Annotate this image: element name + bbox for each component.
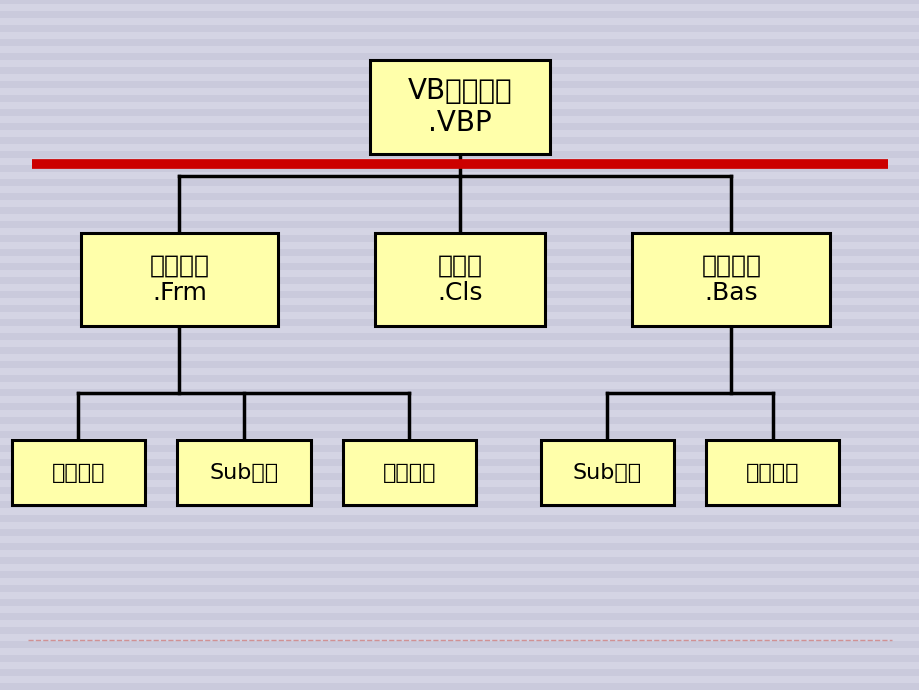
Bar: [0, 207, 919, 214]
Bar: [0, 487, 919, 494]
Bar: [0, 25, 919, 32]
Bar: [0, 641, 919, 648]
Text: 标准模块
.Bas: 标准模块 .Bas: [700, 253, 761, 306]
Bar: [0, 319, 919, 326]
Bar: [0, 249, 919, 256]
Text: VB应用程序
.VBP: VB应用程序 .VBP: [407, 77, 512, 137]
Bar: [0, 585, 919, 592]
FancyBboxPatch shape: [375, 233, 544, 326]
Bar: [0, 683, 919, 690]
Text: 函数过程: 函数过程: [745, 463, 799, 482]
Bar: [0, 557, 919, 564]
Text: 事件过程: 事件过程: [382, 463, 436, 482]
FancyBboxPatch shape: [540, 440, 674, 505]
Bar: [0, 81, 919, 88]
FancyBboxPatch shape: [12, 440, 145, 505]
Bar: [0, 655, 919, 662]
Text: Sub过程: Sub过程: [209, 463, 278, 482]
Bar: [0, 431, 919, 438]
Bar: [0, 95, 919, 102]
FancyBboxPatch shape: [369, 61, 549, 153]
Bar: [0, 417, 919, 424]
Bar: [0, 361, 919, 368]
Bar: [0, 291, 919, 298]
Bar: [0, 109, 919, 116]
Bar: [0, 151, 919, 158]
Bar: [0, 179, 919, 186]
Bar: [0, 473, 919, 480]
Bar: [0, 193, 919, 200]
Bar: [0, 627, 919, 634]
Bar: [0, 403, 919, 410]
Bar: [0, 445, 919, 452]
FancyBboxPatch shape: [632, 233, 829, 326]
Bar: [0, 529, 919, 536]
FancyBboxPatch shape: [342, 440, 476, 505]
Bar: [0, 613, 919, 620]
Bar: [0, 221, 919, 228]
Text: 窗体模块
.Frm: 窗体模块 .Frm: [149, 253, 210, 306]
Bar: [0, 0, 919, 4]
Bar: [0, 571, 919, 578]
Bar: [0, 333, 919, 340]
Text: Sub过程: Sub过程: [572, 463, 641, 482]
Bar: [0, 501, 919, 508]
FancyBboxPatch shape: [177, 440, 311, 505]
Text: 函数过程: 函数过程: [51, 463, 105, 482]
FancyBboxPatch shape: [706, 440, 839, 505]
Bar: [0, 669, 919, 676]
Bar: [0, 347, 919, 354]
Bar: [0, 459, 919, 466]
Bar: [0, 277, 919, 284]
Bar: [0, 375, 919, 382]
Bar: [0, 515, 919, 522]
Bar: [0, 599, 919, 606]
Bar: [0, 53, 919, 60]
Bar: [0, 235, 919, 242]
Bar: [0, 39, 919, 46]
Bar: [0, 263, 919, 270]
Text: 类模块
.Cls: 类模块 .Cls: [437, 253, 482, 306]
Bar: [0, 389, 919, 396]
Bar: [0, 305, 919, 312]
Bar: [0, 165, 919, 172]
Bar: [0, 137, 919, 144]
FancyBboxPatch shape: [81, 233, 278, 326]
Bar: [0, 67, 919, 74]
Bar: [0, 123, 919, 130]
Bar: [0, 11, 919, 18]
Bar: [0, 543, 919, 550]
